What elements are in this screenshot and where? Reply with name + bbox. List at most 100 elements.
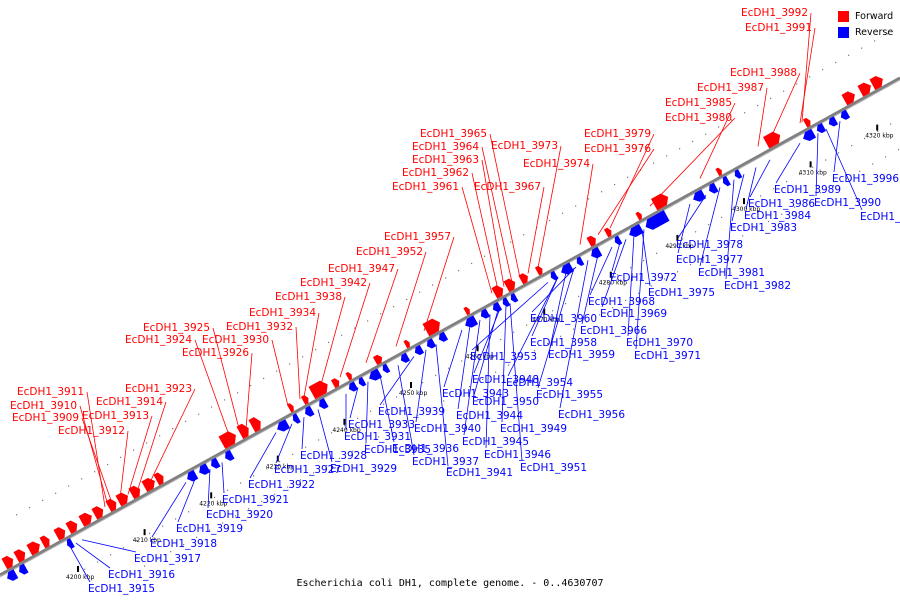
- reverse-gene-label[interactable]: EcDH1_3915: [88, 583, 155, 595]
- reverse-gene[interactable]: [721, 175, 731, 188]
- forward-gene[interactable]: [345, 371, 353, 381]
- reverse-gene-label[interactable]: EcDH1_3921: [222, 494, 289, 506]
- reverse-gene-label[interactable]: EcDH1_3953: [470, 351, 537, 363]
- forward-gene-label[interactable]: EcDH1_3973: [491, 140, 558, 152]
- reverse-gene-label[interactable]: EcDH1_3922: [248, 479, 315, 491]
- forward-gene[interactable]: [13, 547, 28, 563]
- reverse-gene[interactable]: [197, 463, 211, 477]
- forward-gene[interactable]: [141, 476, 157, 492]
- forward-gene-label[interactable]: EcDH1_3909: [12, 412, 79, 424]
- reverse-gene-label[interactable]: EcDH1_3939: [378, 406, 445, 418]
- forward-gene-label[interactable]: EcDH1_3924: [125, 334, 192, 346]
- forward-gene-label[interactable]: EcDH1_3930: [202, 334, 269, 346]
- forward-gene[interactable]: [26, 539, 42, 556]
- reverse-gene-label[interactable]: EcDH1_3945: [462, 436, 529, 448]
- forward-gene[interactable]: [1, 554, 16, 570]
- forward-gene-label[interactable]: EcDH1_3910: [10, 400, 77, 412]
- reverse-gene-label[interactable]: EcDH1_3919: [176, 523, 243, 535]
- forward-gene[interactable]: [330, 377, 341, 389]
- forward-gene-label[interactable]: EcDH1_3932: [226, 321, 293, 333]
- forward-gene[interactable]: [635, 211, 643, 221]
- reverse-gene-label[interactable]: EcDH1_3950: [472, 396, 539, 408]
- forward-gene-label[interactable]: EcDH1_3911: [17, 386, 84, 398]
- reverse-gene-label[interactable]: EcDH1_3978: [676, 239, 743, 251]
- reverse-gene-label[interactable]: EcDH1_3984: [744, 210, 811, 222]
- forward-gene-label[interactable]: EcDH1_3979: [584, 128, 651, 140]
- forward-gene-label[interactable]: EcDH1_3963: [412, 154, 479, 166]
- reverse-gene[interactable]: [643, 210, 670, 232]
- forward-gene[interactable]: [308, 378, 332, 400]
- reverse-gene-label[interactable]: EcDH1_3966: [580, 325, 647, 337]
- reverse-gene-label[interactable]: EcDH1_3944: [456, 410, 523, 422]
- reverse-gene-label[interactable]: EcDH1_3958: [530, 337, 597, 349]
- forward-gene[interactable]: [603, 227, 614, 238]
- forward-gene-label[interactable]: EcDH1_3961: [392, 181, 459, 193]
- forward-gene[interactable]: [372, 353, 384, 365]
- forward-gene[interactable]: [518, 272, 530, 285]
- reverse-gene[interactable]: [815, 122, 827, 135]
- reverse-gene-label[interactable]: EcDH1_3981: [698, 267, 765, 279]
- reverse-gene-label[interactable]: EcDH1_3986: [748, 198, 815, 210]
- reverse-gene-label[interactable]: EcDH1_3940: [414, 423, 481, 435]
- forward-gene[interactable]: [802, 117, 813, 128]
- forward-gene-label[interactable]: EcDH1_3985: [665, 97, 732, 109]
- forward-gene[interactable]: [715, 167, 723, 177]
- forward-gene[interactable]: [463, 306, 471, 316]
- reverse-gene[interactable]: [381, 363, 391, 375]
- reverse-gene[interactable]: [549, 270, 559, 282]
- forward-gene[interactable]: [300, 394, 311, 405]
- reverse-gene[interactable]: [509, 292, 519, 304]
- reverse-gene[interactable]: [223, 449, 235, 463]
- reverse-gene-label[interactable]: EcDH1_3916: [108, 569, 175, 581]
- reverse-gene-label[interactable]: EcDH1_3970: [626, 337, 693, 349]
- reverse-gene-label[interactable]: EcDH1_3927: [274, 464, 341, 476]
- forward-gene-label[interactable]: EcDH1_3965: [420, 128, 487, 140]
- forward-gene-label[interactable]: EcDH1_3947: [328, 263, 395, 275]
- forward-gene-label[interactable]: EcDH1_3938: [275, 291, 342, 303]
- reverse-gene[interactable]: [463, 315, 479, 330]
- reverse-gene[interactable]: [291, 413, 301, 425]
- forward-gene-label[interactable]: EcDH1_3967: [474, 181, 541, 193]
- forward-gene[interactable]: [218, 429, 240, 449]
- reverse-gene-label[interactable]: EcDH1_3983: [730, 222, 797, 234]
- reverse-gene[interactable]: [357, 376, 367, 388]
- reverse-gene-label[interactable]: EcDH1_3946: [484, 449, 551, 461]
- reverse-gene[interactable]: [501, 297, 511, 308]
- forward-gene-label[interactable]: EcDH1_3992: [741, 7, 808, 19]
- reverse-gene[interactable]: [317, 397, 329, 411]
- forward-gene[interactable]: [128, 484, 143, 500]
- reverse-gene[interactable]: [17, 563, 29, 577]
- forward-gene[interactable]: [153, 471, 166, 486]
- forward-gene-label[interactable]: EcDH1_3942: [300, 277, 367, 289]
- reverse-gene-label[interactable]: EcDH1_3968: [588, 296, 655, 308]
- forward-gene[interactable]: [115, 490, 130, 507]
- forward-gene-label[interactable]: EcDH1_3934: [249, 307, 316, 319]
- reverse-gene-label[interactable]: EcDH1_3993: [860, 211, 900, 223]
- forward-gene-label[interactable]: EcDH1_3926: [182, 347, 249, 359]
- reverse-gene-label[interactable]: EcDH1_3972: [610, 272, 677, 284]
- forward-gene[interactable]: [534, 265, 545, 276]
- forward-gene[interactable]: [248, 415, 265, 433]
- reverse-gene[interactable]: [413, 344, 425, 357]
- reverse-gene[interactable]: [437, 331, 449, 344]
- reverse-gene-label[interactable]: EcDH1_3954: [506, 377, 573, 389]
- reverse-gene[interactable]: [575, 256, 585, 267]
- reverse-gene[interactable]: [559, 262, 575, 277]
- forward-gene-label[interactable]: EcDH1_3952: [356, 246, 423, 258]
- reverse-gene-label[interactable]: EcDH1_3982: [724, 280, 791, 292]
- reverse-gene-label[interactable]: EcDH1_3937: [412, 456, 479, 468]
- reverse-gene-label[interactable]: EcDH1_3935: [364, 444, 431, 456]
- forward-gene-label[interactable]: EcDH1_3976: [584, 143, 651, 155]
- forward-gene[interactable]: [650, 191, 671, 211]
- forward-gene-label[interactable]: EcDH1_3913: [82, 410, 149, 422]
- forward-gene[interactable]: [78, 510, 94, 527]
- forward-gene[interactable]: [403, 339, 411, 349]
- forward-gene[interactable]: [586, 234, 598, 247]
- reverse-gene[interactable]: [827, 116, 839, 128]
- reverse-gene-label[interactable]: EcDH1_3929: [330, 463, 397, 475]
- forward-gene[interactable]: [841, 89, 857, 106]
- reverse-gene-label[interactable]: EcDH1_3948: [472, 374, 539, 386]
- reverse-gene-label[interactable]: EcDH1_3941: [446, 467, 513, 479]
- reverse-gene[interactable]: [691, 189, 707, 204]
- forward-gene-label[interactable]: EcDH1_3991: [745, 22, 812, 34]
